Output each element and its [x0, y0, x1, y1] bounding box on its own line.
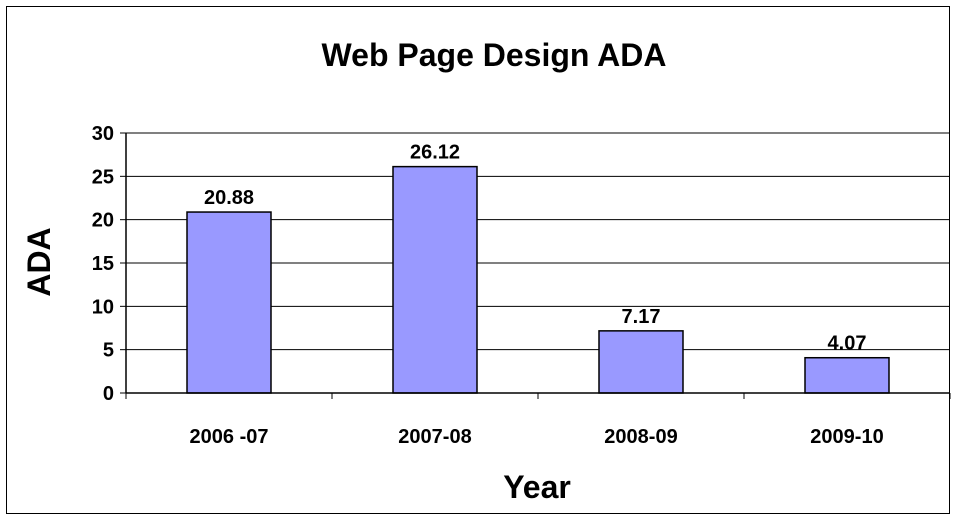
bar-2009-10 — [804, 356, 890, 394]
x-tick-label: 2008-09 — [604, 426, 677, 448]
y-tick-label: 20 — [92, 210, 114, 232]
x-tick-label: 2006 -07 — [190, 426, 269, 448]
y-tick-label: 10 — [92, 296, 114, 318]
x-tick-label: 2009-10 — [810, 426, 883, 448]
bar-2006-07 — [186, 211, 272, 394]
data-label: 4.07 — [828, 333, 867, 355]
y-tick-label: 30 — [92, 123, 114, 145]
labels: 0 5 10 15 20 25 30 20.88 2006 -07 26.12 2007-08 7.1… — [92, 123, 884, 448]
bars — [186, 165, 890, 394]
x-axis-label: Year — [503, 469, 571, 505]
data-label: 26.12 — [410, 142, 460, 164]
y-axis-label: ADA — [21, 227, 57, 296]
y-tick-label: 0 — [103, 383, 114, 405]
bar-2007-08 — [392, 165, 478, 394]
y-tick-label: 25 — [92, 166, 114, 188]
y-tick-label: 5 — [103, 340, 114, 362]
y-tick-label: 15 — [92, 253, 114, 275]
axes — [120, 132, 951, 399]
chart-title: Web Page Design ADA — [322, 37, 667, 73]
x-tick-label: 2007-08 — [398, 426, 471, 448]
chart-frame — [6, 6, 950, 514]
data-label: 7.17 — [622, 306, 661, 328]
data-label: 20.88 — [204, 187, 254, 209]
bar-2008-09 — [598, 330, 684, 394]
